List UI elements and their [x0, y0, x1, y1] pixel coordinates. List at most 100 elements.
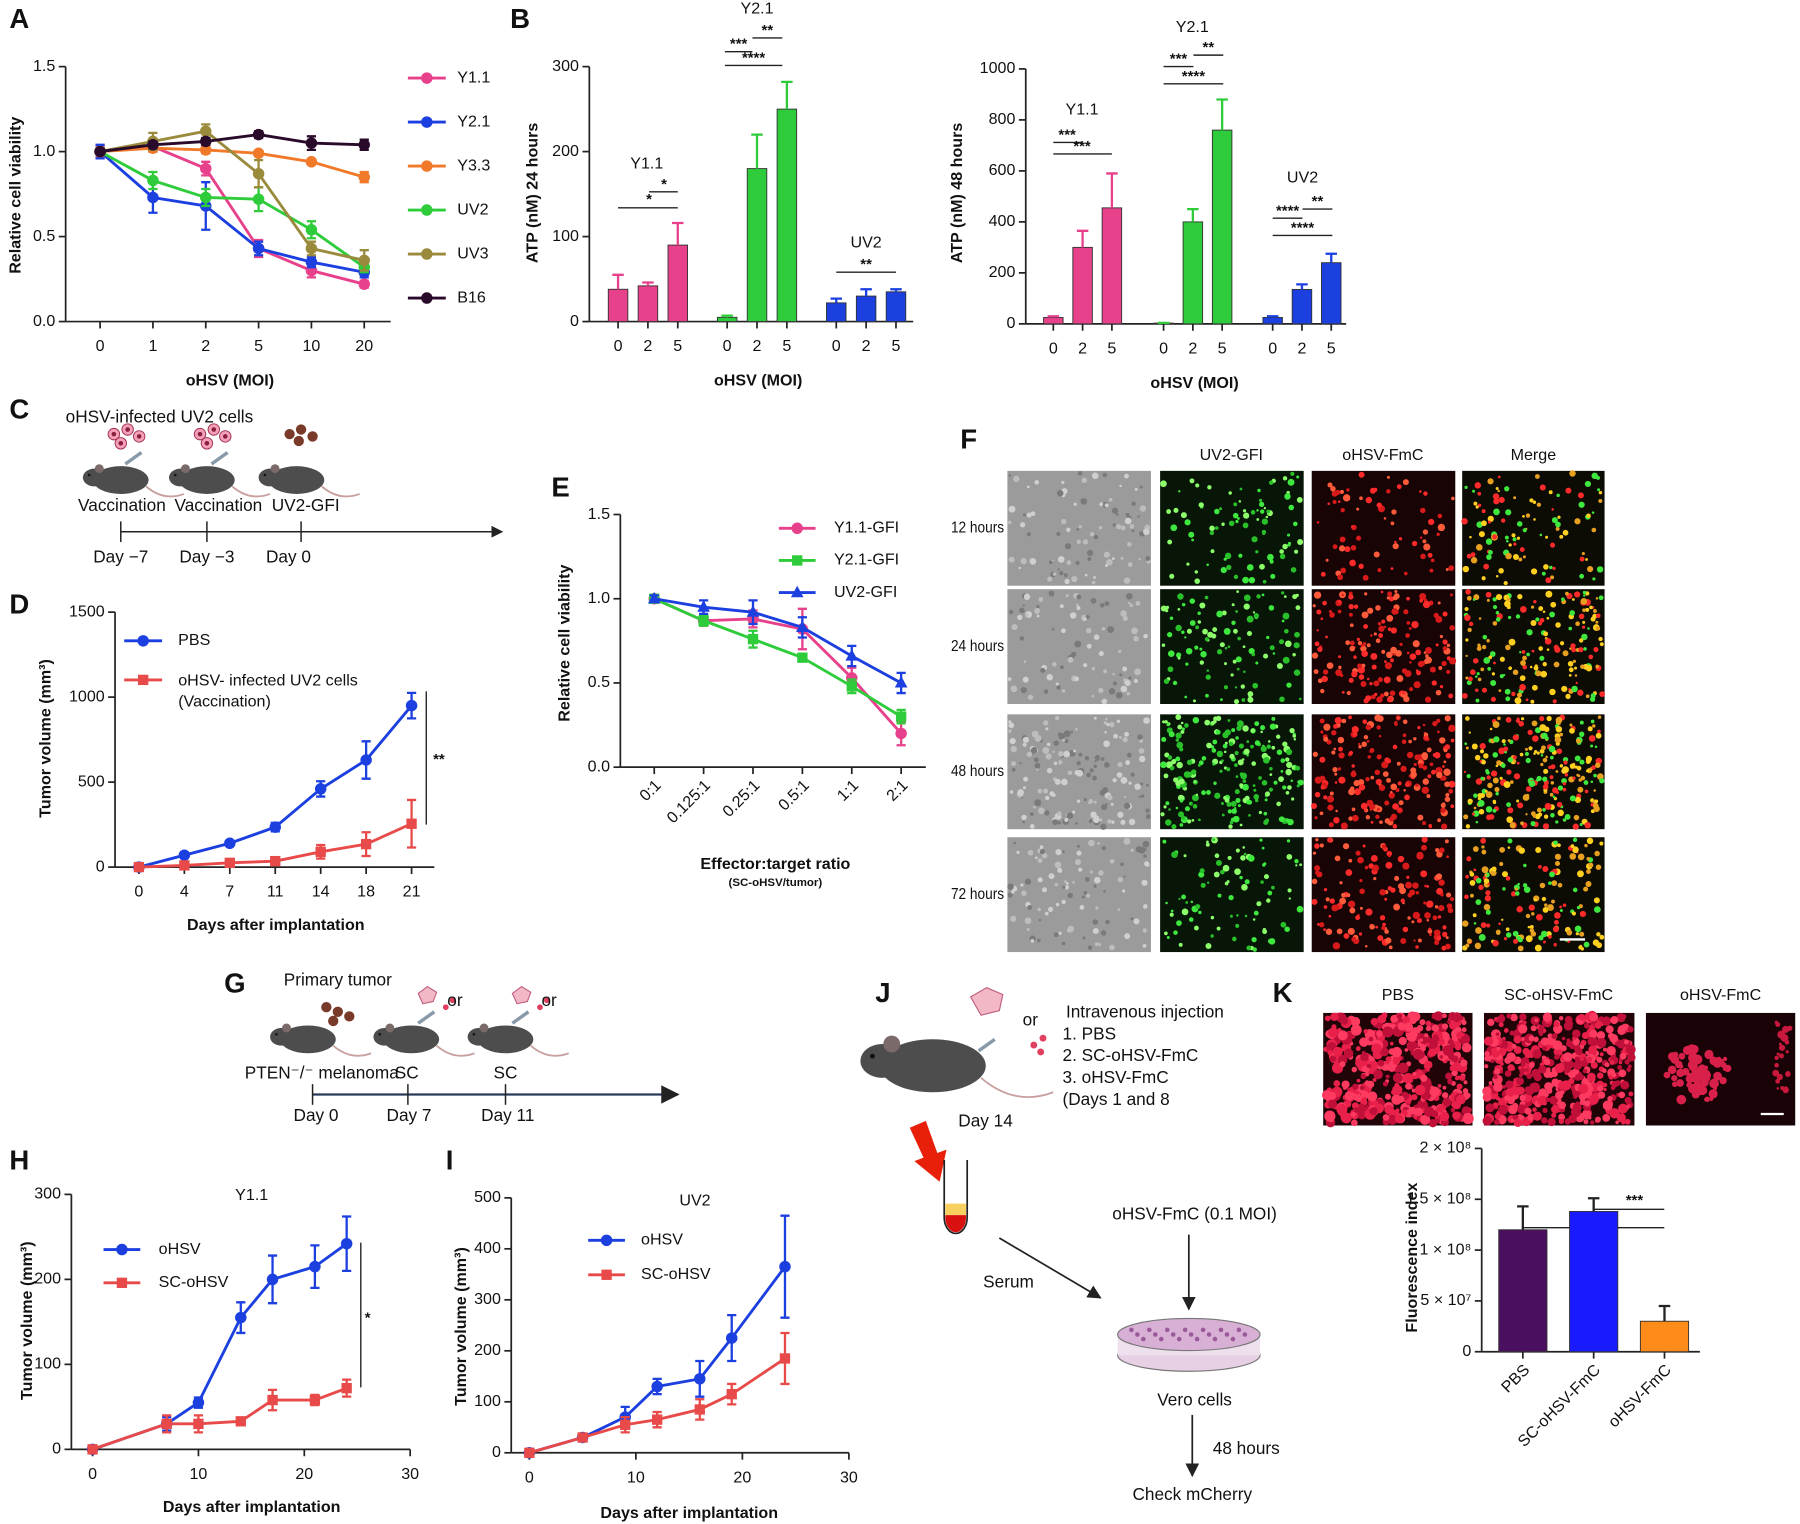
image-speckle [1263, 819, 1269, 826]
image-speckle [1081, 477, 1088, 484]
image-speckle [1320, 730, 1324, 734]
y-tick-label: 100 [552, 227, 579, 245]
image-speckle [1052, 572, 1057, 576]
image-speckle [1200, 882, 1206, 888]
image-speckle [1533, 1036, 1539, 1043]
vero-cell [1236, 1327, 1242, 1333]
image-speckle [1517, 802, 1524, 809]
image-speckle [1163, 805, 1167, 809]
image-speckle [1278, 639, 1285, 645]
image-speckle [1475, 505, 1479, 509]
marker [315, 846, 326, 857]
image-speckle [1369, 681, 1373, 686]
image-speckle [1375, 925, 1379, 929]
marker [651, 1380, 663, 1393]
image-speckle [1278, 776, 1284, 782]
image-speckle [1452, 1111, 1461, 1120]
image-speckle [1427, 552, 1433, 558]
marker [305, 242, 318, 255]
image-speckle [1263, 507, 1267, 510]
column-header: oHSV-FmC [1342, 446, 1423, 464]
image-speckle [1217, 893, 1222, 898]
image-speckle [1228, 520, 1235, 527]
label: Day 11 [481, 1105, 534, 1125]
image-speckle [1783, 1086, 1789, 1091]
image-speckle [1353, 655, 1357, 659]
image-speckle [1392, 1057, 1401, 1065]
image-speckle [1540, 930, 1548, 938]
image-speckle [1226, 801, 1232, 807]
image-speckle [1565, 487, 1572, 494]
image-speckle [1442, 1013, 1447, 1019]
image-speckle [1429, 666, 1436, 673]
image-speckle [1599, 934, 1605, 940]
image-speckle [1170, 909, 1174, 913]
image-speckle [1179, 823, 1184, 827]
image-speckle [1386, 758, 1392, 764]
image-speckle [1034, 799, 1042, 807]
image-speckle [1552, 926, 1559, 933]
image-speckle [1210, 549, 1215, 554]
image-speckle [1503, 743, 1506, 746]
image-speckle [1420, 1074, 1428, 1082]
mouse-eye [263, 473, 267, 477]
image-speckle [1210, 915, 1215, 920]
image-title: SC-oHSV-FmC [1504, 986, 1613, 1004]
image-speckle [1118, 735, 1122, 739]
label: Day −3 [179, 547, 234, 567]
image-speckle [1390, 658, 1394, 663]
image-speckle [1020, 558, 1027, 565]
image-speckle [1110, 802, 1114, 806]
image-speckle [1386, 651, 1393, 659]
image-speckle [1022, 604, 1025, 607]
image-speckle [1164, 931, 1168, 936]
image-speckle [1361, 663, 1366, 668]
x-tick-label: 0 [614, 337, 623, 355]
image-speckle [1130, 848, 1134, 852]
image-speckle [1595, 732, 1602, 739]
image-speckle [1107, 626, 1115, 634]
x-tick-label: 0.25:1 [719, 776, 763, 820]
image-speckle [1538, 646, 1544, 651]
label: Day 0 [294, 1105, 339, 1125]
image-speckle [1284, 629, 1289, 634]
y-tick-label: 200 [989, 263, 1016, 281]
image-speckle [1517, 945, 1524, 952]
image-speckle [1362, 641, 1367, 646]
image-speckle [1107, 819, 1112, 824]
x-tick-label: 7 [225, 883, 234, 901]
image-speckle [1214, 526, 1219, 530]
image-speckle [1539, 484, 1546, 491]
x-tick-label: 21 [403, 883, 421, 901]
image-speckle [1093, 764, 1097, 768]
image-speckle [1536, 807, 1542, 813]
image-speckle [1772, 1069, 1780, 1077]
image-speckle [1556, 493, 1560, 498]
image-speckle [1522, 794, 1530, 801]
image-speckle [1313, 669, 1319, 675]
image-speckle [1536, 751, 1540, 755]
image-speckle [1780, 1085, 1785, 1091]
image-speckle [1339, 536, 1346, 543]
image-speckle [1097, 842, 1100, 845]
image-speckle [1243, 594, 1251, 602]
significance-label: ** [1203, 39, 1215, 56]
image-speckle [1341, 1080, 1350, 1089]
tumor-cell [284, 428, 295, 440]
micrograph [1007, 470, 1151, 586]
image-speckle [1112, 777, 1117, 783]
image-speckle [1465, 676, 1469, 680]
image-speckle [1481, 866, 1489, 874]
image-speckle [1494, 787, 1500, 793]
image-speckle [1105, 919, 1110, 925]
image-speckle [1384, 660, 1387, 664]
image-speckle [1105, 803, 1108, 806]
x-tick-label: PBS [1498, 1361, 1533, 1396]
image-speckle [1381, 844, 1387, 849]
y-tick-label: 0.5 [588, 673, 610, 691]
marker [269, 821, 281, 833]
image-speckle [1598, 1016, 1605, 1022]
image-speckle [1235, 848, 1240, 853]
image-speckle [1235, 797, 1241, 803]
